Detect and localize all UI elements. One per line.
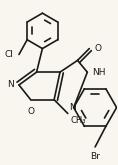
Text: NH: NH — [92, 68, 106, 77]
Text: Br: Br — [90, 152, 100, 161]
Text: CH₃: CH₃ — [71, 116, 86, 125]
Text: N: N — [69, 103, 76, 112]
Text: O: O — [94, 44, 101, 53]
Text: Cl: Cl — [4, 50, 13, 59]
Text: O: O — [27, 107, 34, 116]
Text: N: N — [7, 81, 14, 89]
